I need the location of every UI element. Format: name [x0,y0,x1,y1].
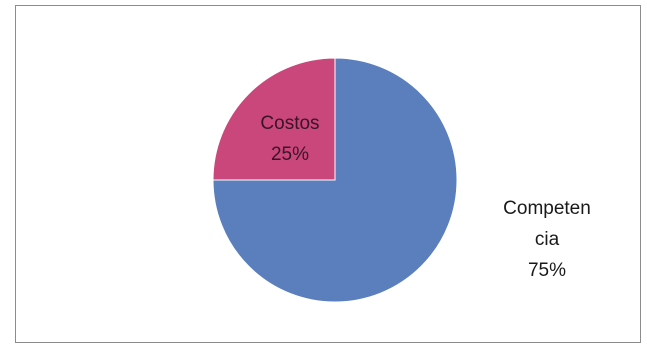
pie-slice-costos [212,57,336,181]
slice-label-costos-value: 25% [271,144,309,165]
pie-slice-competencia [212,57,458,303]
slice-label-competencia-line2: cia [535,229,560,250]
slice-label-competencia-line1: Competen [503,198,591,219]
slice-label-competencia-value: 75% [528,260,566,281]
slice-label-costos-name: Costos [260,113,319,134]
